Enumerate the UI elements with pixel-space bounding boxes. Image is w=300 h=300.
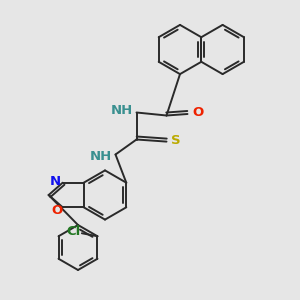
Text: S: S — [171, 134, 181, 147]
Text: NH: NH — [111, 103, 133, 117]
Text: NH: NH — [90, 150, 112, 164]
Text: O: O — [192, 106, 203, 119]
Text: N: N — [50, 175, 61, 188]
Text: Cl: Cl — [66, 225, 80, 238]
Text: O: O — [52, 204, 63, 218]
